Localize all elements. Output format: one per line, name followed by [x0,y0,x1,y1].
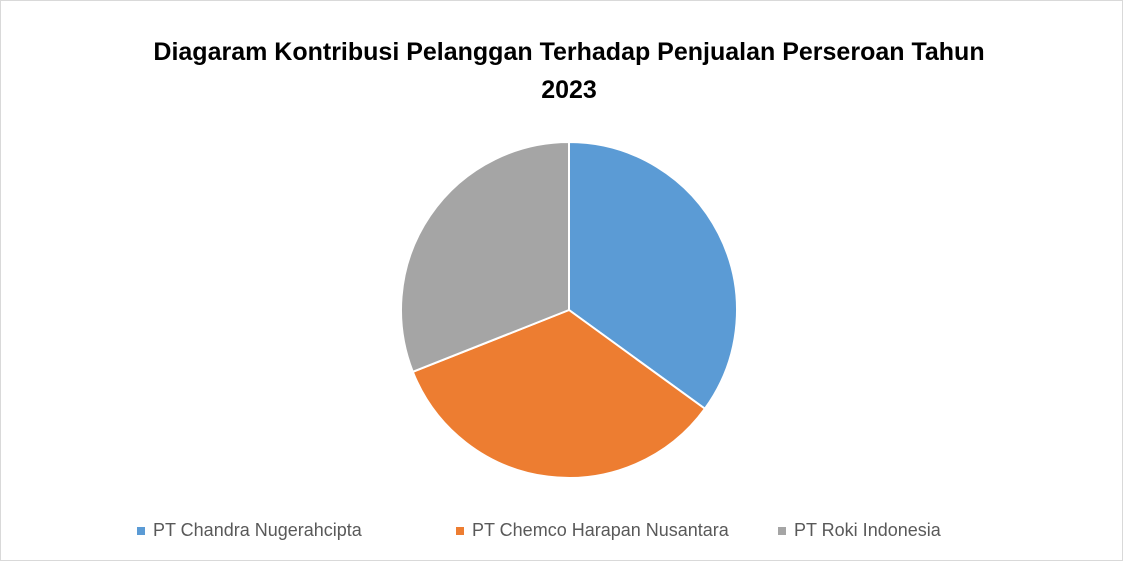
legend-swatch [137,527,145,535]
legend-swatch [456,527,464,535]
pie-slice [568,140,738,411]
legend-label: PT Chandra Nugerahcipta [153,520,363,540]
legend-label: PT Roki Indonesia [794,520,942,540]
legend-label: PT Chemco Harapan Nusantara [472,520,730,540]
pie-slice [400,140,570,374]
pie-slice [411,308,707,479]
chart-title: Diagaram Kontribusi Pelanggan Terhadap P… [153,38,985,104]
legend-swatch [778,527,786,535]
